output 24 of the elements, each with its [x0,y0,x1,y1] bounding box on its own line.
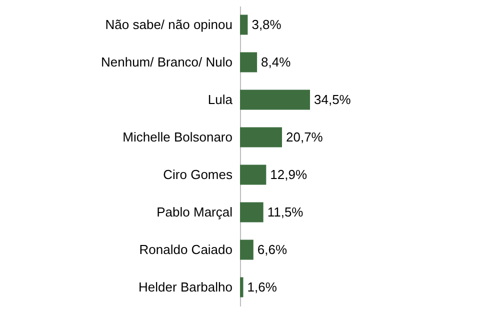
y-tick-label: Não sabe/ não opinou [105,16,232,32]
y-tick-label: Helder Barbalho [138,279,232,294]
bar [240,277,244,298]
y-tick-label: Nenhum/ Branco/ Nulo [100,54,232,70]
bar [240,52,258,72]
data-label: 20,7% [286,129,324,144]
data-label: 11,5% [267,204,304,220]
bar [240,127,282,148]
data-label: 34,5% [314,92,352,107]
data-label: 3,8% [252,16,282,32]
bar [240,164,266,185]
data-label: 8,4% [261,54,292,70]
y-tick-label: Ronaldo Caiado [139,242,232,257]
y-tick-label: Michelle Bolsonaro [122,129,232,144]
bar [240,240,254,260]
y-tick-label: Lula [208,92,234,107]
bar [240,202,264,222]
data-label: 6,6% [257,242,288,257]
y-tick-label: Ciro Gomes [163,166,233,182]
data-label: 12,9% [270,166,308,182]
data-label: 1,6% [247,279,278,294]
bar [240,90,310,110]
bar [240,14,248,35]
y-tick-label: Pablo Marçal [156,204,233,220]
